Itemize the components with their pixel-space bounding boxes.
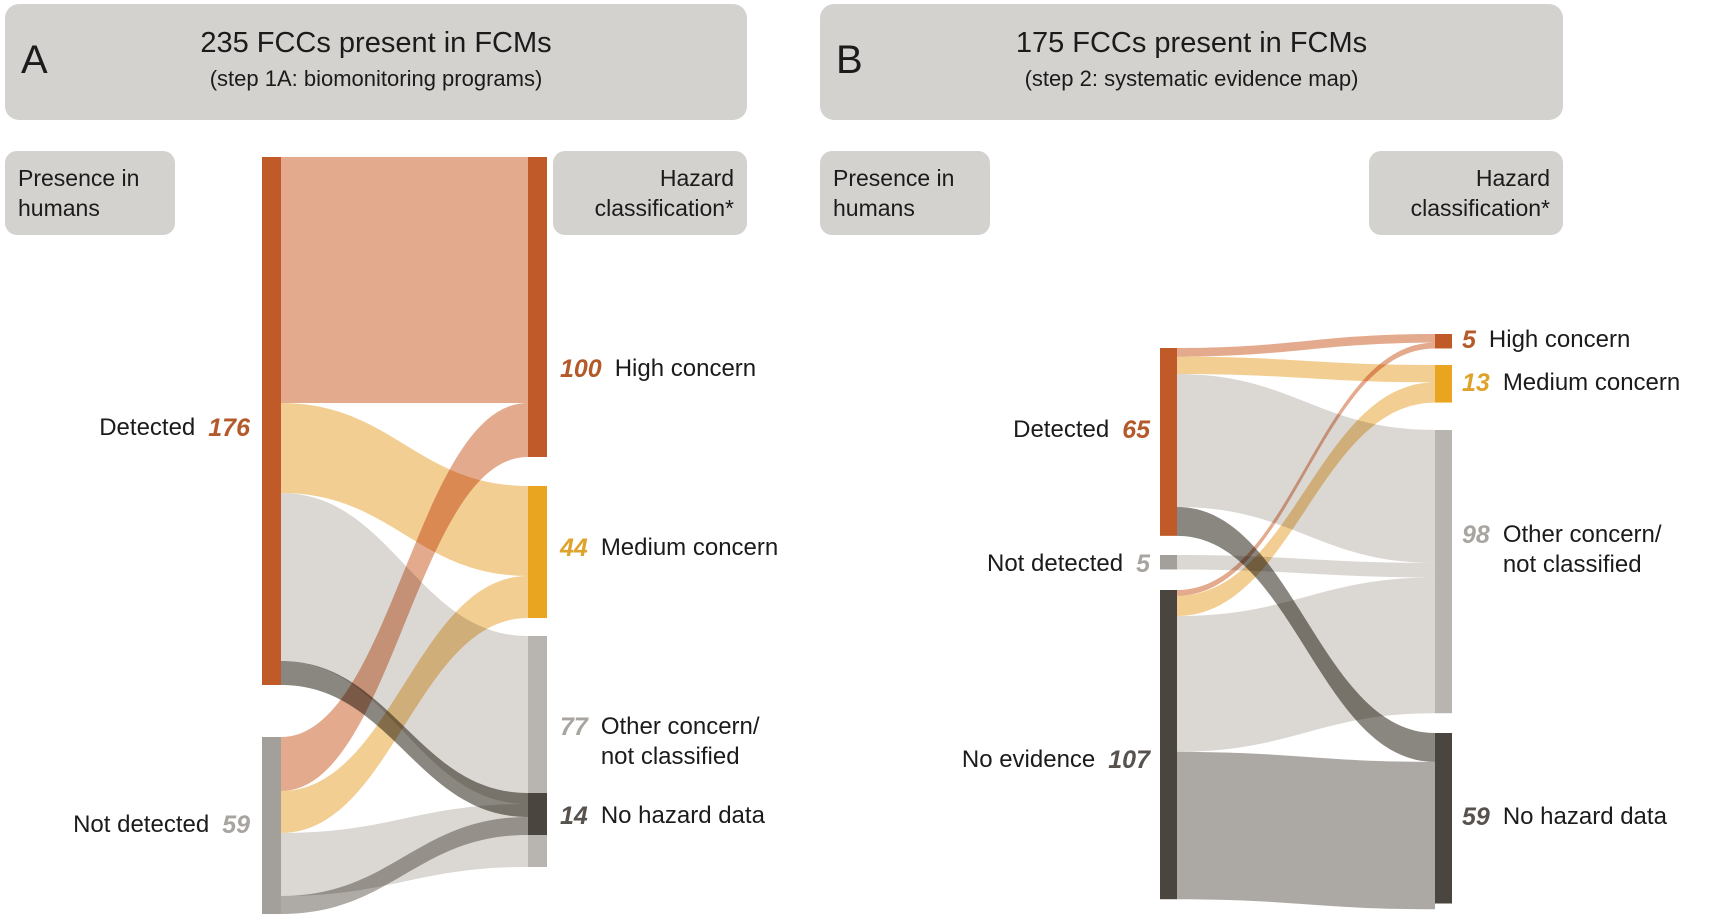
node-label-no-hazard-a: 14 No hazard data bbox=[560, 802, 765, 830]
flow-detected-to-medium-A bbox=[281, 403, 528, 576]
node-label-other-concern-b: 98 Other concern/ not classified bbox=[1462, 521, 1662, 578]
flow-detected-to-high-B bbox=[1177, 334, 1435, 357]
node-label-high-concern-b: 5 High concern bbox=[1462, 326, 1631, 354]
sankey-diagram-b bbox=[1160, 334, 1452, 910]
node-bar-high-right-B bbox=[1435, 334, 1452, 349]
node-label-medium-concern-a: 44 Medium concern bbox=[560, 534, 779, 562]
flow-no_evidence-to-medium-B bbox=[1177, 382, 1435, 617]
node-label-medium-concern-b: 13 Medium concern bbox=[1462, 369, 1681, 397]
node-bar-medium-right-A bbox=[528, 486, 547, 618]
node-bar-no_hazard-right-A bbox=[528, 793, 547, 835]
node-bar-detected-left-A bbox=[262, 157, 281, 685]
presence-in-humans-box-a: Presence in humans bbox=[5, 151, 175, 235]
sankey-diagram-a bbox=[262, 157, 547, 914]
flow-detected-to-other-A bbox=[281, 493, 528, 804]
panel-a-subtitle: (step 1A: biomonitoring programs) bbox=[209, 66, 543, 91]
flow-no_evidence-to-no_hazard-B bbox=[1177, 751, 1435, 910]
node-bar-no_evidence-left-B bbox=[1160, 590, 1177, 900]
flow-not_detected-to-no_hazard-A bbox=[281, 817, 528, 914]
panel-b-title: 175 FCCs present in FCMs bbox=[1015, 27, 1368, 59]
hazard-classification-box-b: Hazard classification* bbox=[1369, 151, 1563, 235]
node-label-no-evidence-b: No evidence 107 bbox=[961, 746, 1150, 774]
flow-detected-to-high-A bbox=[281, 157, 528, 403]
node-bar-not_detected-left-A bbox=[262, 737, 281, 914]
flow-not_detected-to-medium-A bbox=[281, 576, 528, 833]
node-label-not-detected-b: Not detected 5 bbox=[987, 550, 1150, 578]
hazard-classification-box-a: Hazard classification* bbox=[553, 151, 747, 235]
node-label-high-concern-a: 100 High concern bbox=[560, 355, 757, 383]
node-bar-other-right-B bbox=[1435, 430, 1452, 714]
node-bar-detected-left-B bbox=[1160, 348, 1177, 536]
node-label-detected-a: Detected 176 bbox=[99, 414, 250, 442]
node-label-no-hazard-b: 59 No hazard data bbox=[1462, 803, 1667, 831]
panel-b-header: B 175 FCCs present in FCMs (step 2: syst… bbox=[820, 4, 1563, 120]
panel-a-letter: A bbox=[21, 38, 48, 82]
flow-not_detected-to-high-A bbox=[281, 403, 528, 791]
node-bar-not_detected-left-B bbox=[1160, 555, 1177, 570]
node-bar-no_hazard-right-B bbox=[1435, 733, 1452, 904]
panel-b-letter: B bbox=[836, 38, 863, 82]
node-label-not-detected-a: Not detected 59 bbox=[73, 811, 250, 839]
presence-in-humans-box-b: Presence in humans bbox=[820, 151, 990, 235]
node-bar-medium-right-B bbox=[1435, 365, 1452, 403]
node-label-detected-b: Detected 65 bbox=[1013, 416, 1150, 444]
panel-a-title: 235 FCCs present in FCMs bbox=[200, 27, 552, 59]
panel-b-subtitle: (step 2: systematic evidence map) bbox=[1024, 66, 1359, 91]
flow-no_evidence-to-other-B bbox=[1177, 577, 1435, 752]
panel-a-header: A 235 FCCs present in FCMs (step 1A: bio… bbox=[5, 4, 747, 120]
node-bar-high-right-A bbox=[528, 157, 547, 457]
node-label-other-concern-a: 77 Other concern/ not classified bbox=[560, 713, 760, 770]
flow-no_evidence-to-high-B bbox=[1177, 342, 1435, 596]
